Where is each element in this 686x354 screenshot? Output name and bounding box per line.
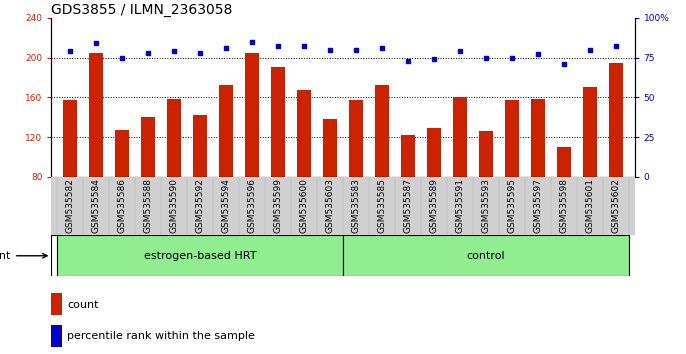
Text: GSM535583: GSM535583 [351,178,361,233]
Bar [401,135,415,257]
Text: GSM535597: GSM535597 [534,178,543,233]
Text: GSM535588: GSM535588 [143,178,152,233]
Bar [271,68,285,257]
Bar [115,130,129,257]
Bar [167,99,181,257]
Text: GDS3855 / ILMN_2363058: GDS3855 / ILMN_2363058 [51,3,233,17]
Bar [375,85,389,257]
Text: GSM535601: GSM535601 [586,178,595,233]
Bar [557,147,571,257]
Bar [193,115,207,257]
Bar [453,97,467,257]
Bar [245,52,259,257]
Text: GSM535602: GSM535602 [612,178,621,233]
Text: GSM535584: GSM535584 [91,178,100,233]
Bar [427,128,441,257]
Text: GSM535595: GSM535595 [508,178,517,233]
Bar [62,100,77,257]
Text: GSM535587: GSM535587 [403,178,412,233]
Text: GSM535603: GSM535603 [325,178,335,233]
Text: GSM535594: GSM535594 [222,178,230,233]
Bar [57,235,343,276]
Text: count: count [67,299,99,310]
Text: percentile rank within the sample: percentile rank within the sample [67,331,255,342]
Text: GSM535589: GSM535589 [429,178,438,233]
Bar [297,90,311,257]
Text: GSM535600: GSM535600 [300,178,309,233]
Bar [609,63,624,257]
Bar [88,52,103,257]
Bar [531,99,545,257]
Text: GSM535586: GSM535586 [117,178,126,233]
Text: GSM535598: GSM535598 [560,178,569,233]
Bar [505,100,519,257]
Bar [343,235,629,276]
Bar [219,85,233,257]
Text: GSM535596: GSM535596 [248,178,257,233]
Bar [51,293,62,315]
Text: GSM535585: GSM535585 [377,178,386,233]
Bar [323,119,337,257]
Bar [51,325,62,347]
Text: GSM535591: GSM535591 [456,178,464,233]
Text: GSM535592: GSM535592 [196,178,204,233]
Text: GSM535593: GSM535593 [482,178,490,233]
Bar [479,131,493,257]
Text: agent: agent [0,251,47,261]
Text: GSM535599: GSM535599 [274,178,283,233]
Bar [583,87,598,257]
Text: estrogen-based HRT: estrogen-based HRT [143,251,256,261]
Text: GSM535590: GSM535590 [169,178,178,233]
Text: control: control [467,251,506,261]
Bar [51,177,635,235]
Text: GSM535582: GSM535582 [65,178,74,233]
Bar [349,100,363,257]
Bar [141,117,155,257]
